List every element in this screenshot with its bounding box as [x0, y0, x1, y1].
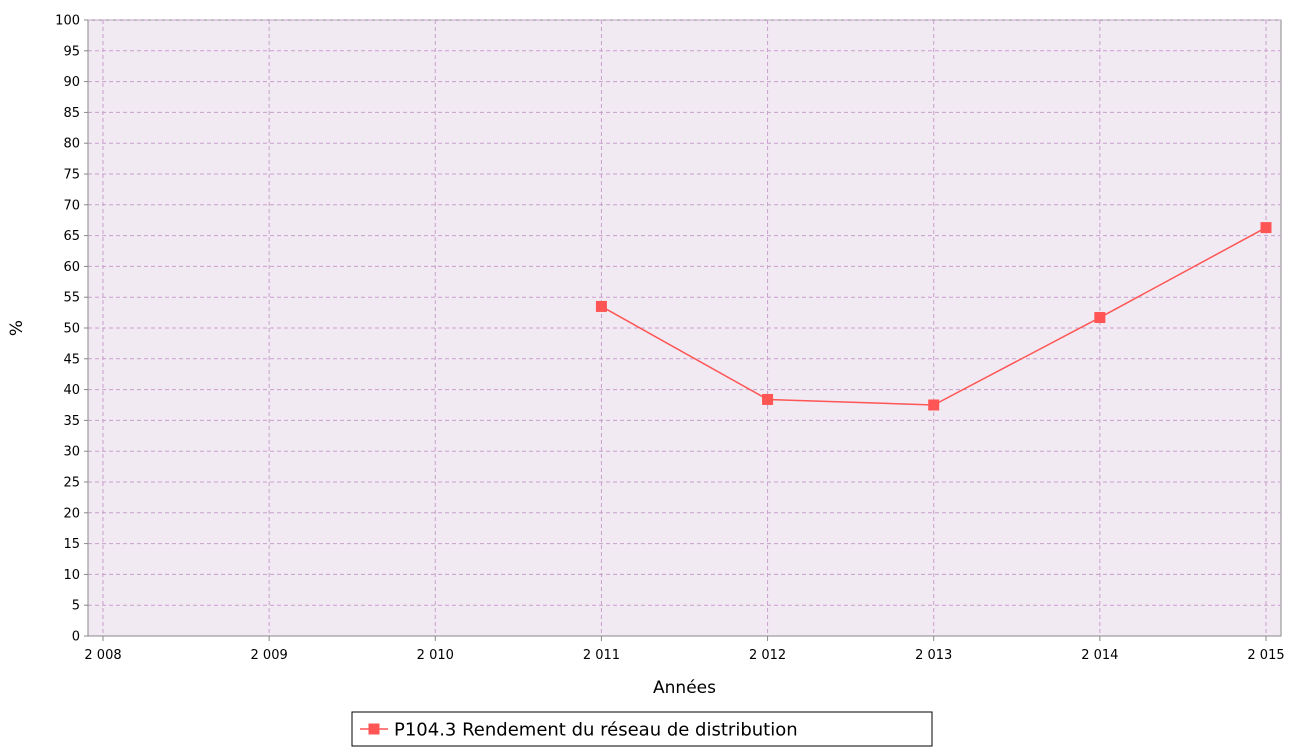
y-tick-label: 5 [72, 599, 80, 614]
y-tick-label: 30 [63, 445, 80, 460]
y-tick-label: 85 [63, 106, 80, 121]
y-tick-label: 90 [63, 75, 80, 90]
y-tick-label: 40 [63, 383, 80, 398]
grid-lines [88, 19, 1281, 636]
axes: 0 5 10 15 20 25 30 35 40 45 50 55 60 65 70 75 80 85 90 95 10… [55, 14, 1284, 664]
x-tick-label: 2 012 [749, 648, 786, 663]
x-tick-label: 2 010 [417, 648, 454, 663]
y-tick-label: 20 [63, 506, 80, 521]
y-tick-label: 25 [63, 476, 80, 491]
data-point-marker [1260, 222, 1272, 234]
y-tick-label: 45 [63, 352, 80, 367]
y-tick-label: 80 [63, 137, 80, 152]
y-tick-label: 55 [63, 291, 80, 306]
y-tick-label: 75 [63, 168, 80, 183]
series-layer [595, 222, 1272, 411]
y-tick-label: 10 [63, 568, 80, 583]
data-point-marker [928, 399, 940, 411]
x-tick-label: 2 008 [84, 648, 121, 663]
y-tick-label: 65 [63, 229, 80, 244]
y-tick-label: 35 [63, 414, 80, 429]
y-tick-label: 70 [63, 198, 80, 213]
y-tick-label: 0 [72, 630, 80, 645]
x-axis-title: Années [653, 678, 716, 698]
y-tick-label: 100 [55, 14, 80, 29]
x-tick-label: 2 009 [251, 648, 288, 663]
data-point-marker [762, 393, 774, 405]
y-tick-label: 50 [63, 322, 80, 337]
x-tick-label: 2 014 [1081, 648, 1118, 663]
x-tick-label: 2 015 [1247, 648, 1284, 663]
y-tick-label: 60 [63, 260, 80, 275]
y-axis-title: % [7, 320, 27, 336]
data-point-marker [595, 300, 607, 312]
x-tick-label: 2 013 [915, 648, 952, 663]
data-point-marker [1094, 312, 1106, 324]
y-tick-label: 95 [63, 44, 80, 59]
x-tick-label: 2 011 [583, 648, 620, 663]
legend-box [351, 711, 933, 747]
legend-series-label: P104.3 Rendement du réseau de distributi… [394, 720, 798, 741]
legend: P104.3 Rendement du réseau de distributi… [351, 711, 933, 747]
legend-marker-square [368, 723, 380, 735]
y-tick-label: 15 [63, 537, 80, 552]
